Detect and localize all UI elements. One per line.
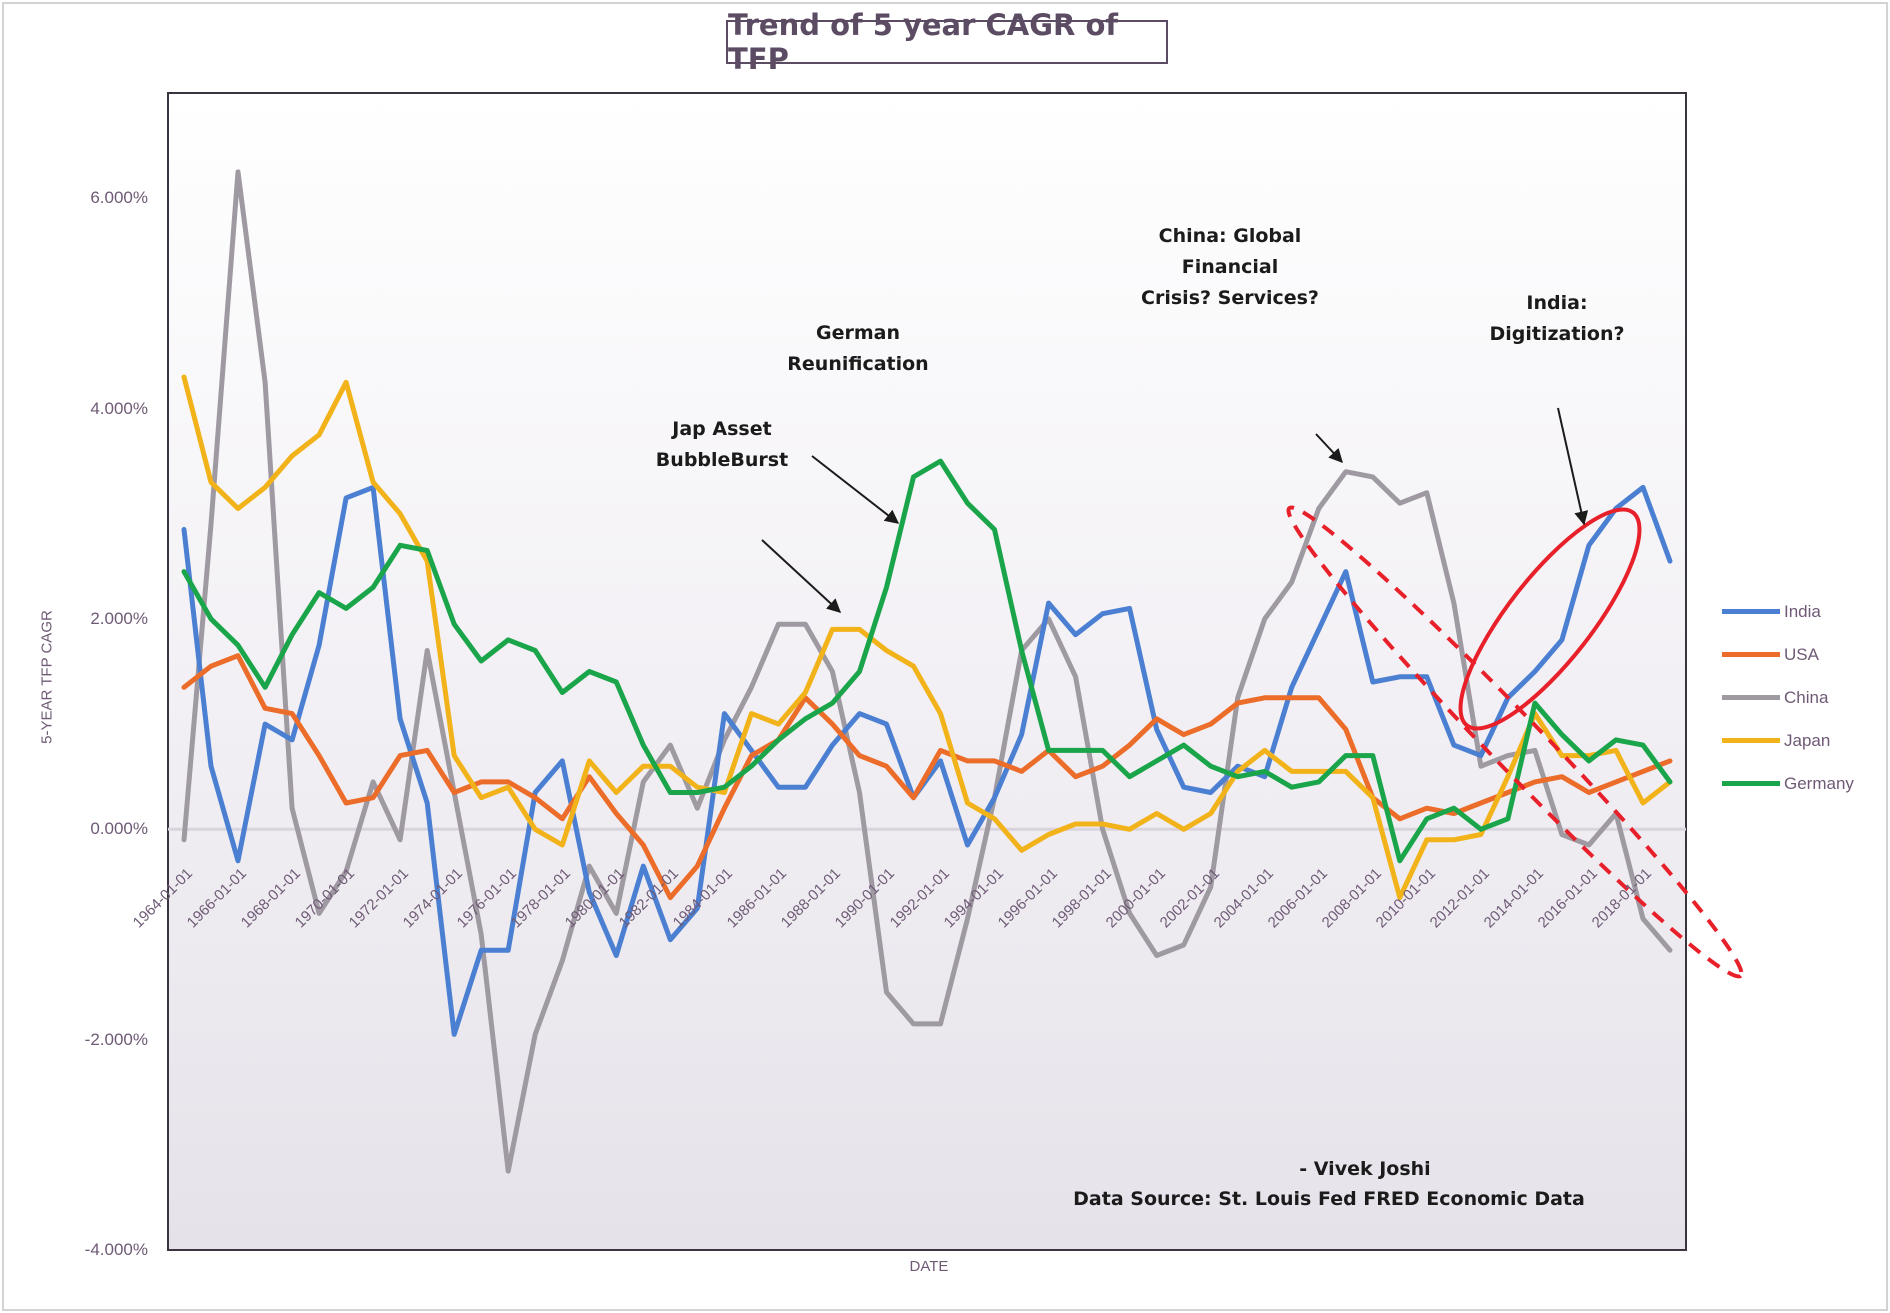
legend-label: USA (1784, 644, 1819, 664)
annotation-line: Crisis? Services? (1141, 287, 1319, 309)
legend-label: India (1784, 601, 1821, 621)
legend-label: China (1784, 687, 1829, 707)
annotation-arrow (811, 455, 900, 524)
data-source-credit: Data Source: St. Louis Fed FRED Economic… (1073, 1188, 1585, 1210)
series-line-japan (181, 374, 1673, 901)
y-tick-label: -2.000% (84, 1029, 148, 1049)
y-axis-label: 5-YEAR TFP CAGR (38, 610, 56, 744)
annotation-text: Jap Asset BubbleBurst (656, 414, 788, 476)
legend-item-india: India (1722, 590, 1854, 633)
annotation-line: Jap Asset (672, 418, 772, 440)
y-tick-label: 2.000% (90, 608, 148, 628)
author-credit: - Vivek Joshi (1299, 1158, 1431, 1180)
legend-swatch (1722, 695, 1780, 700)
legend-swatch (1722, 781, 1780, 786)
series-line-india (181, 484, 1673, 1037)
y-tick-label: 4.000% (90, 398, 148, 418)
y-tick-label: 6.000% (90, 188, 148, 208)
x-axis-label: DATE (909, 1258, 949, 1275)
annotation-text: China: Global Financial Crisis? Services? (1141, 221, 1319, 314)
series-line-china (181, 169, 1673, 1174)
plot-area (167, 92, 1687, 1251)
annotation-arrow (1557, 407, 1589, 526)
legend-label: Germany (1784, 773, 1854, 793)
annotation-line: India: (1526, 292, 1588, 314)
chart-title: Trend of 5 year CAGR of TFP (726, 8, 1168, 76)
annotation-text: India: Digitization? (1489, 288, 1624, 350)
legend-item-china: China (1722, 676, 1854, 719)
legend-label: Japan (1784, 730, 1831, 750)
y-tick-label: -4.000% (84, 1240, 148, 1259)
annotation-line: German (816, 322, 900, 344)
highlight-ellipse-china (1286, 505, 1744, 979)
legend-swatch (1722, 738, 1780, 743)
annotation-line: Reunification (787, 353, 929, 375)
highlight-ellipse-india (1458, 507, 1642, 731)
annotation-line: Financial (1181, 256, 1279, 278)
legend-swatch (1722, 652, 1780, 657)
annotation-line: BubbleBurst (655, 449, 789, 471)
annotation-line: Digitization? (1489, 323, 1625, 345)
legend: India USA China Japan Germany (1722, 590, 1854, 805)
annotation-line: China: Global (1158, 225, 1302, 247)
series-line-germany (181, 458, 1673, 864)
legend-item-usa: USA (1722, 633, 1854, 676)
legend-item-germany: Germany (1722, 762, 1854, 805)
annotation-arrow (1315, 433, 1343, 464)
annotation-text: German Reunification (787, 318, 928, 380)
y-tick-label: 0.000% (90, 819, 148, 839)
series-line-usa (181, 653, 1673, 901)
annotation-arrow (761, 539, 842, 613)
legend-item-japan: Japan (1722, 719, 1854, 762)
legend-swatch (1722, 609, 1780, 614)
